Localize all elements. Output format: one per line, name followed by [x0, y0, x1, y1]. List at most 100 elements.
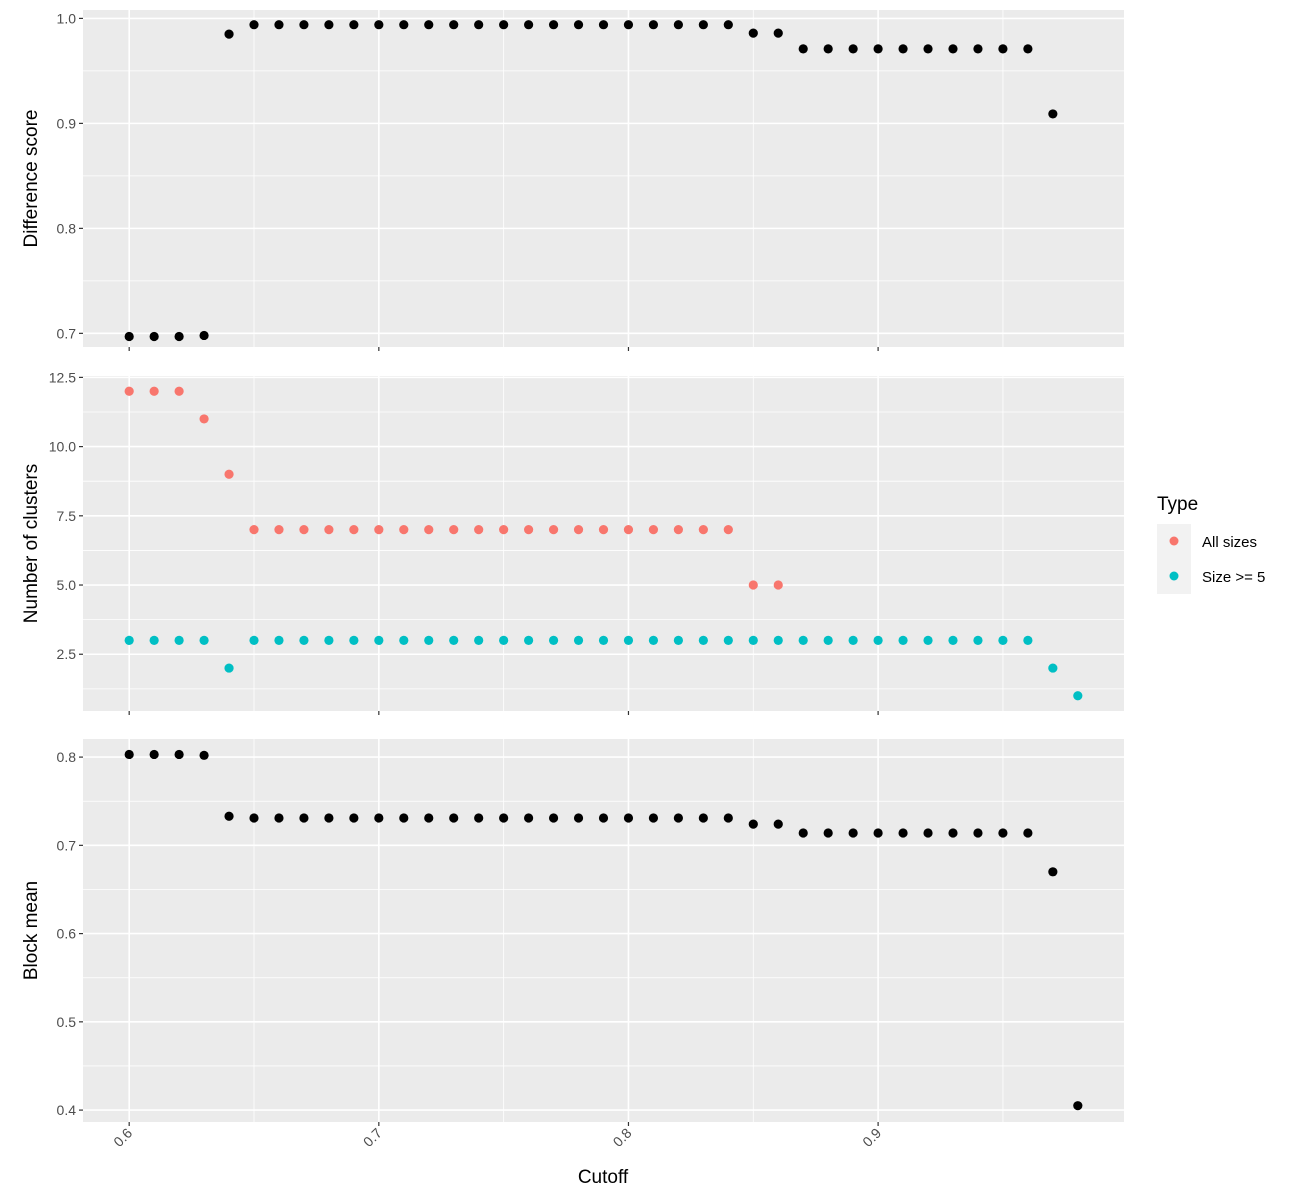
data-point [374, 20, 384, 30]
y-tick-label: 12.5 [49, 369, 76, 385]
data-point [349, 635, 359, 646]
data-point [548, 525, 559, 535]
data-point [299, 20, 309, 30]
x-axis-title: Cutoff [578, 1167, 629, 1188]
y-tick-label: 0.7 [57, 837, 77, 853]
data-point [249, 813, 259, 823]
data-point [648, 20, 659, 30]
data-point [948, 828, 958, 838]
data-point [898, 44, 908, 54]
data-point [698, 525, 708, 535]
data-point [948, 635, 958, 646]
data-point [149, 386, 159, 396]
data-point [199, 635, 209, 646]
y-tick-label: 0.9 [57, 115, 77, 131]
data-point [224, 469, 234, 479]
data-point [648, 525, 659, 535]
data-point [698, 635, 708, 646]
data-point [748, 580, 758, 590]
legend-key-size-5 [1169, 571, 1179, 581]
x-tick-label: 0.8 [610, 1125, 635, 1150]
data-point [998, 635, 1008, 646]
y-tick-label: 0.6 [57, 926, 77, 942]
data-point [923, 635, 933, 646]
data-point [973, 44, 983, 54]
data-point [349, 525, 359, 535]
data-point [499, 635, 509, 646]
legend-label-all-sizes: All sizes [1202, 534, 1257, 551]
y-axis-title: Block mean [21, 881, 42, 980]
data-point [474, 525, 484, 535]
data-point [324, 635, 334, 646]
data-point [723, 525, 733, 535]
data-point [698, 813, 708, 823]
panel-background [83, 739, 1124, 1122]
data-point [748, 819, 758, 829]
y-tick-label: 0.8 [57, 220, 77, 236]
y-tick-label: 7.5 [57, 508, 77, 524]
data-point [149, 635, 159, 646]
data-point [848, 44, 858, 54]
data-point [249, 525, 259, 535]
data-point [1023, 44, 1033, 54]
data-point [573, 20, 584, 30]
data-point [224, 811, 234, 821]
x-tick-label: 0.6 [110, 1125, 135, 1150]
y-tick-label: 10.0 [49, 439, 76, 455]
data-point [723, 20, 733, 30]
data-point [973, 828, 983, 838]
data-point [449, 635, 459, 646]
data-point [424, 635, 434, 646]
y-axis-title: Difference score [21, 110, 42, 248]
data-point [723, 813, 733, 823]
data-point [1048, 663, 1058, 673]
y-axis-title: Number of clusters [21, 464, 42, 623]
x-tick-label: 0.7 [360, 1125, 385, 1150]
data-point [249, 635, 259, 646]
data-point [324, 20, 334, 30]
data-point [374, 635, 384, 646]
data-point [499, 20, 509, 30]
data-point [524, 20, 534, 30]
data-point [548, 813, 559, 823]
data-point [673, 813, 683, 823]
data-point [274, 813, 284, 823]
data-point [124, 331, 134, 342]
data-point [174, 749, 184, 760]
data-point [349, 813, 359, 823]
data-point [673, 635, 683, 646]
data-point [374, 813, 384, 823]
data-point [698, 20, 708, 30]
data-point [948, 44, 958, 54]
data-point [673, 20, 683, 30]
legend-title: Type [1157, 494, 1198, 515]
panel-3: 0.4 0.5 0.6 0.7 0.8 Block mean 0.6 0.7 0.8 0.9 [21, 739, 1124, 1150]
data-point [174, 386, 184, 396]
data-point [898, 635, 908, 646]
data-point [449, 20, 459, 30]
legend-label-size-5: Size >= 5 [1202, 569, 1265, 586]
data-point [524, 635, 534, 646]
data-point [274, 525, 284, 535]
data-point [199, 414, 209, 424]
data-point [124, 635, 134, 646]
data-point [748, 28, 758, 38]
data-point [998, 44, 1008, 54]
data-point [998, 828, 1008, 838]
data-point [499, 813, 509, 823]
data-point [798, 635, 808, 646]
data-point [573, 525, 584, 535]
data-point [923, 828, 933, 838]
data-point [499, 525, 509, 535]
data-point [374, 525, 384, 535]
data-point [548, 635, 559, 646]
data-point [299, 525, 309, 535]
data-point [1073, 691, 1083, 701]
data-point [174, 635, 184, 646]
data-point [1023, 635, 1033, 646]
panel-2: 2.5 5.0 7.5 10.0 12.5 Number of clusters [21, 369, 1124, 715]
data-point [424, 813, 434, 823]
data-point [598, 525, 609, 535]
data-point [124, 386, 134, 396]
